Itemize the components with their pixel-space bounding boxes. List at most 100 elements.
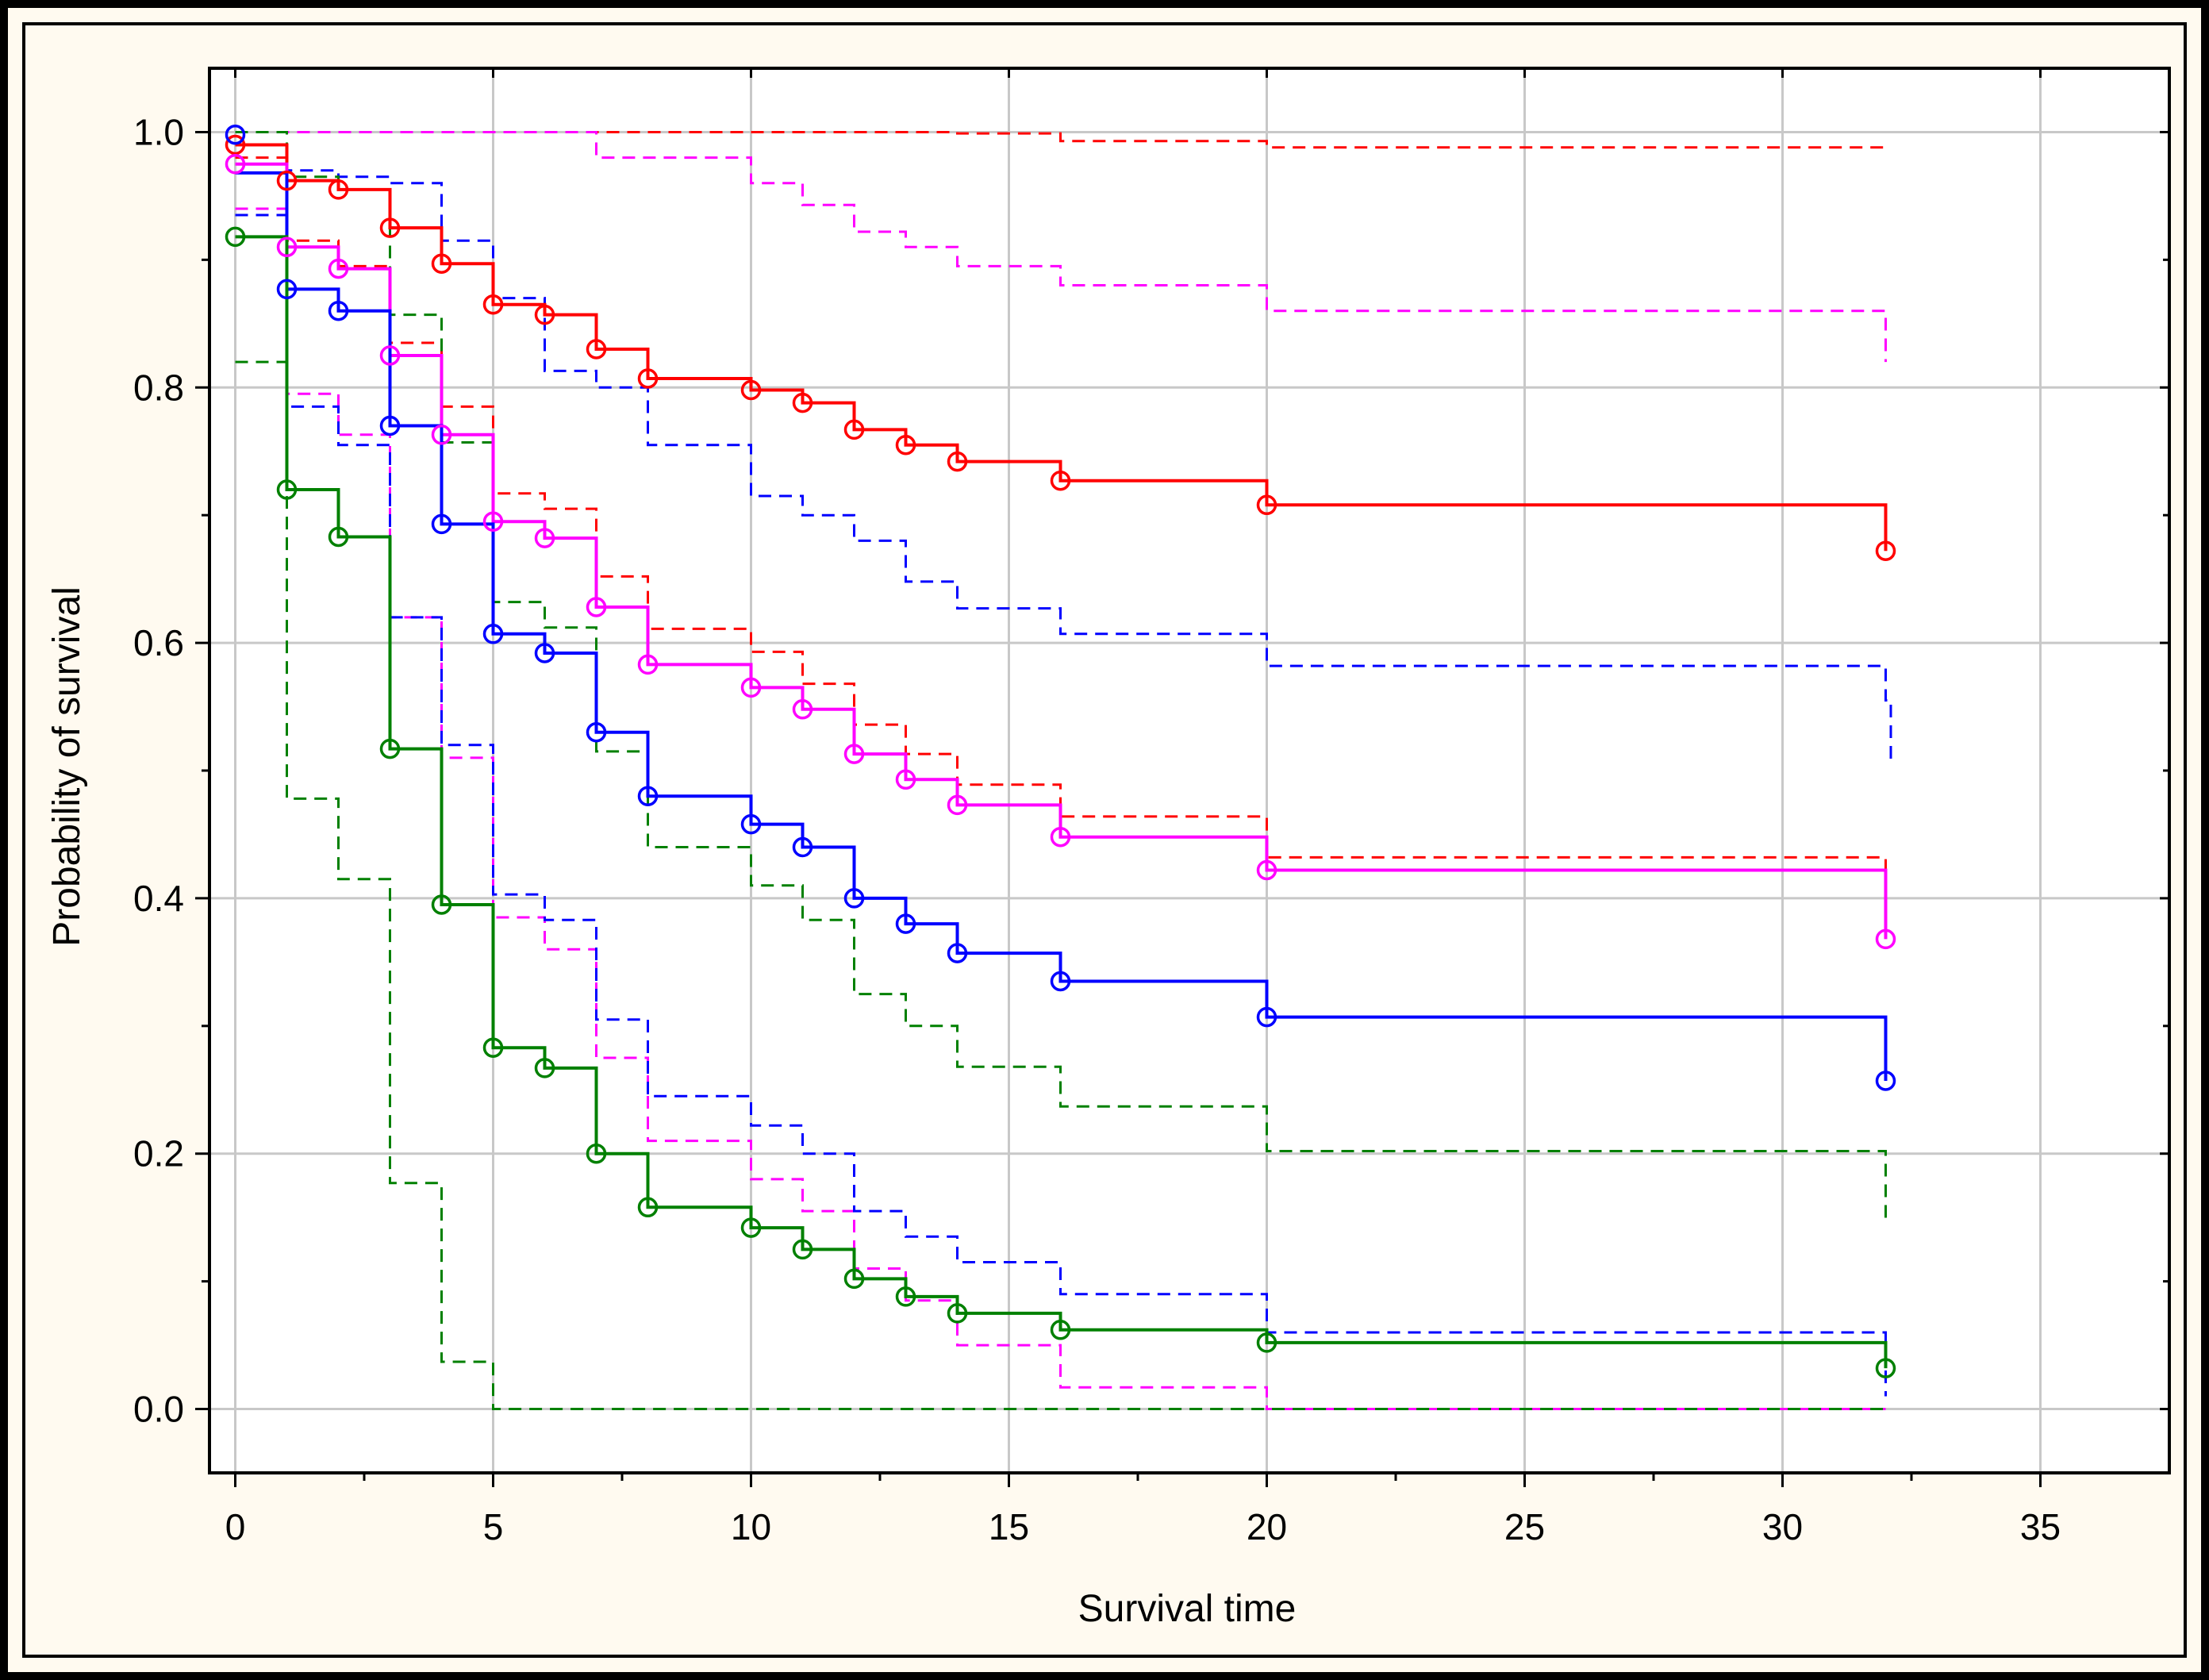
blue-censor-marker-0 — [225, 124, 246, 145]
magenta-censor-marker-0 — [225, 153, 246, 175]
blue-upper-band — [235, 131, 1892, 764]
x-tick-label-5: 5 — [483, 1506, 504, 1547]
y-tick-label-4: 0.8 — [133, 367, 184, 408]
x-tick-label-20: 20 — [1247, 1506, 1287, 1547]
x-axis-label: Survival time — [1078, 1588, 1297, 1630]
magenta-censor-marker-11 — [843, 744, 865, 764]
blue-censor-marker-16 — [1875, 1071, 1896, 1091]
x-tick-label-35: 35 — [2020, 1506, 2061, 1547]
magenta-censor-marker-2 — [328, 258, 349, 279]
blue-censor-marker-11 — [843, 888, 865, 909]
blue-censor-marker-15 — [1256, 1006, 1277, 1028]
green-censor-marker-15 — [1256, 1332, 1277, 1353]
magenta-censor-marker-8 — [637, 654, 659, 675]
magenta-censor-marker-4 — [431, 425, 452, 445]
x-tick-label-30: 30 — [1762, 1506, 1803, 1547]
green-censor-marker-16 — [1875, 1358, 1896, 1378]
magenta-censor-marker-16 — [1875, 928, 1896, 950]
blue-censor-marker-12 — [895, 913, 916, 934]
magenta-censor-marker-1 — [276, 236, 298, 258]
magenta-censor-marker-5 — [482, 511, 504, 532]
magenta-survival-curve — [235, 162, 1888, 940]
green-upper-band — [235, 131, 1887, 1224]
red-censor-marker-13 — [947, 451, 968, 472]
magenta-censor-marker-6 — [534, 528, 555, 548]
green-censor-marker-13 — [947, 1303, 968, 1324]
red-censor-marker-0 — [225, 134, 246, 156]
magenta-upper-band — [235, 131, 1887, 363]
blue-survival-curve — [235, 171, 1888, 1081]
red-censor-marker-3 — [379, 217, 401, 238]
red-censor-marker-10 — [792, 392, 813, 413]
red-censor-marker-1 — [276, 170, 298, 191]
green-censor-marker-6 — [534, 1058, 555, 1078]
blue-censor-marker-13 — [947, 943, 968, 963]
magenta-censor-marker-15 — [1256, 859, 1277, 881]
grid — [209, 68, 2169, 1473]
red-censor-marker-8 — [637, 368, 659, 389]
magenta-censor-marker-10 — [792, 699, 813, 720]
blue-censor-marker-3 — [379, 415, 401, 436]
green-survival-curve — [235, 235, 1888, 1369]
y-tick-label-2: 0.4 — [133, 878, 184, 919]
blue-censor-marker-8 — [637, 786, 659, 806]
y-tick-label-0: 0.0 — [133, 1389, 184, 1430]
y-tick-label-3: 0.6 — [133, 622, 184, 663]
green-censor-marker-0 — [225, 226, 246, 248]
magenta-censor-marker-13 — [947, 794, 968, 816]
magenta-censor-marker-3 — [379, 345, 401, 366]
x-tick-label-10: 10 — [731, 1506, 771, 1547]
red-censor-marker-16 — [1875, 540, 1896, 561]
green-censor-marker-14 — [1050, 1320, 1071, 1340]
red-censor-marker-4 — [431, 253, 452, 274]
inner-border — [22, 22, 2187, 1658]
blue-censor-marker-10 — [792, 836, 813, 858]
blue-censor-marker-4 — [431, 513, 452, 535]
red-censor-marker-5 — [482, 294, 504, 315]
axes: 0 5 10 15 20 25 30 35 0.0 0.2 0.4 0.6 0.8 1.0 — [133, 67, 2171, 1547]
survival-curves — [235, 143, 1888, 1369]
magenta-censor-marker-7 — [586, 597, 607, 617]
blue-censor-marker-5 — [482, 624, 504, 644]
blue-censor-marker-2 — [328, 300, 349, 321]
magenta-censor-marker-12 — [895, 769, 916, 790]
red-censor-marker-9 — [740, 379, 762, 401]
magenta-censor-marker-9 — [740, 677, 762, 698]
red-survival-curve — [235, 143, 1888, 552]
blue-censor-marker-1 — [276, 279, 298, 300]
green-censor-marker-7 — [586, 1143, 607, 1164]
confidence-bands — [235, 131, 1892, 1410]
x-tick-label-25: 25 — [1504, 1506, 1545, 1547]
green-censor-marker-4 — [431, 894, 452, 915]
green-lower-band — [235, 360, 1886, 1410]
blue-censor-marker-7 — [586, 721, 607, 743]
plot-background — [209, 68, 2169, 1473]
blue-censor-marker-6 — [534, 643, 555, 663]
green-censor-marker-11 — [843, 1268, 865, 1290]
green-censor-marker-3 — [379, 738, 401, 759]
red-censor-marker-6 — [534, 304, 555, 325]
red-censor-marker-15 — [1256, 494, 1277, 516]
plot-area — [209, 68, 2169, 1473]
red-censor-marker-12 — [895, 434, 916, 456]
blue-censor-marker-9 — [740, 813, 762, 835]
y-tick-label-5: 1.0 — [133, 111, 184, 152]
green-censor-marker-1 — [276, 479, 298, 500]
censor-markers — [225, 124, 1896, 1378]
magenta-censor-marker-14 — [1050, 826, 1071, 848]
green-censor-marker-12 — [895, 1286, 916, 1307]
red-censor-marker-7 — [586, 339, 607, 359]
y-axis-label: Probability of survival — [46, 586, 88, 947]
green-censor-marker-10 — [792, 1239, 813, 1260]
green-censor-marker-9 — [740, 1217, 762, 1238]
y-tick-label-1: 0.2 — [133, 1133, 184, 1174]
blue-censor-marker-14 — [1050, 971, 1071, 992]
red-censor-marker-11 — [843, 419, 865, 440]
green-censor-marker-2 — [328, 526, 349, 548]
red-censor-marker-2 — [328, 179, 349, 200]
blue-lower-band — [235, 213, 1887, 1397]
red-upper-band — [235, 131, 1886, 149]
green-censor-marker-8 — [637, 1197, 659, 1218]
green-censor-marker-5 — [482, 1037, 504, 1058]
